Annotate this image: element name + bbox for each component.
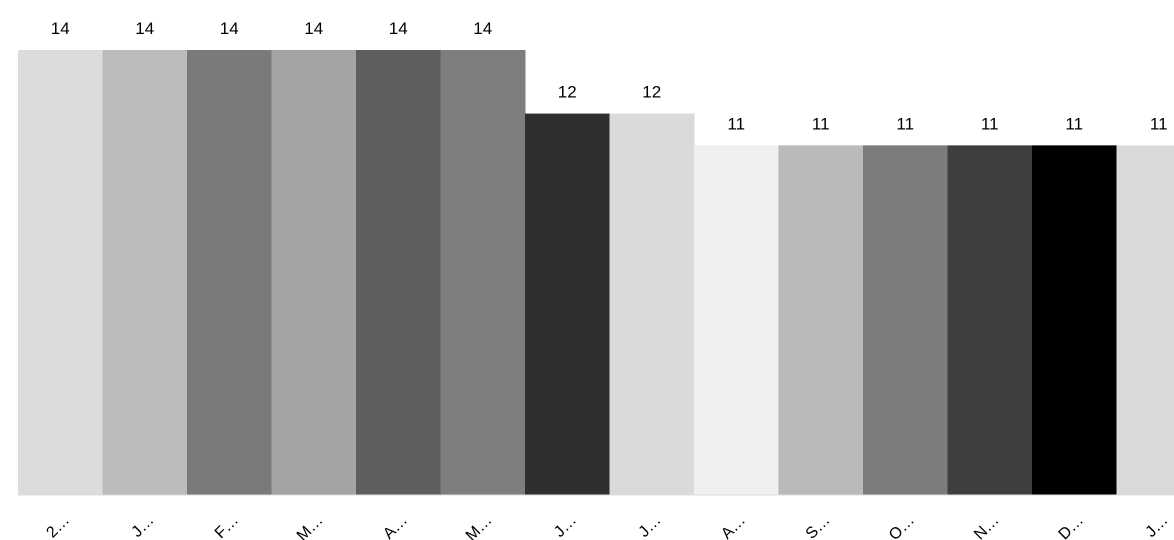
bar-8 xyxy=(694,145,779,496)
value-label-1: 14 xyxy=(135,19,154,38)
bar-7 xyxy=(609,113,695,495)
x-tick-label-9: S… xyxy=(803,512,834,540)
x-tick-label-0: 2… xyxy=(43,512,73,540)
bars-layer xyxy=(18,50,1174,496)
value-label-7: 12 xyxy=(642,83,661,102)
bar-11 xyxy=(947,145,1033,496)
bar-2 xyxy=(187,50,272,495)
bar-12 xyxy=(1032,145,1117,496)
value-label-10: 11 xyxy=(896,114,914,133)
bar-6 xyxy=(525,113,610,495)
bar-5 xyxy=(440,50,526,495)
x-tick-label-7: J… xyxy=(636,512,665,540)
value-label-3: 14 xyxy=(304,19,323,38)
value-label-6: 12 xyxy=(558,83,577,102)
bar-10 xyxy=(863,145,948,496)
tick-labels-layer: 2… J… F… M… A… M… J… J… A… S… O… N… D… J… xyxy=(43,512,1171,540)
bar-3 xyxy=(271,50,357,495)
x-tick-label-4: A… xyxy=(380,512,411,540)
value-label-13: 11 xyxy=(1150,114,1168,133)
x-tick-label-8: A… xyxy=(718,512,749,540)
value-label-0: 14 xyxy=(51,19,70,38)
x-tick-label-2: F… xyxy=(212,512,242,540)
x-tick-label-3: M… xyxy=(294,512,327,540)
value-label-12: 11 xyxy=(1065,114,1083,133)
x-tick-label-13: J… xyxy=(1143,512,1172,540)
x-tick-label-10: O… xyxy=(886,512,918,540)
bar-9 xyxy=(778,145,864,496)
bar-4 xyxy=(356,50,441,495)
x-tick-label-11: N… xyxy=(971,512,1003,540)
value-label-4: 14 xyxy=(389,19,408,38)
value-label-11: 11 xyxy=(981,114,999,133)
value-label-5: 14 xyxy=(473,19,492,38)
x-tick-label-12: D… xyxy=(1056,512,1088,540)
bar-13 xyxy=(1116,145,1174,496)
x-tick-label-1: J… xyxy=(129,512,158,540)
bar-0 xyxy=(18,50,103,495)
x-tick-label-6: J… xyxy=(551,512,580,540)
value-label-2: 14 xyxy=(220,19,239,38)
value-label-9: 11 xyxy=(812,114,830,133)
x-tick-label-5: M… xyxy=(463,512,496,540)
value-labels-layer: 14 14 14 14 14 14 12 12 11 11 11 11 11 11 xyxy=(51,19,1168,133)
bar-1 xyxy=(102,50,188,495)
value-label-8: 11 xyxy=(727,114,745,133)
